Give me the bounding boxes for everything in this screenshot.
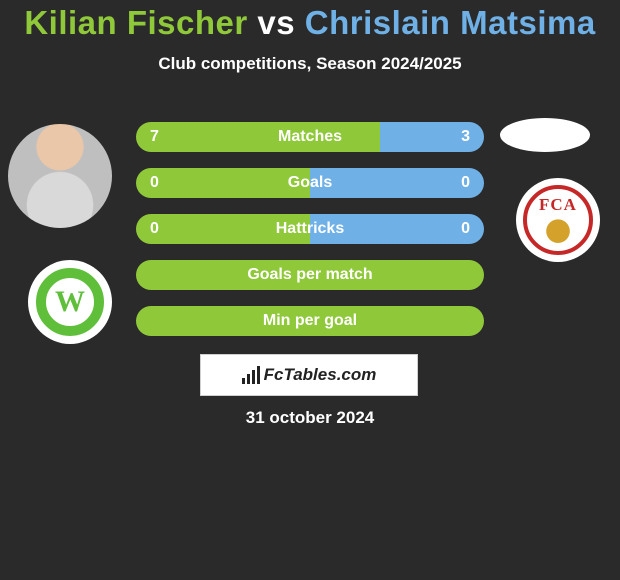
club-badge-right-text: FCA [527,195,589,215]
stat-label: Goals per match [247,266,372,284]
stat-fill-left [136,168,310,198]
subtitle: Club competitions, Season 2024/2025 [0,54,620,74]
fctables-watermark: FcTables.com [200,354,418,396]
club-badge-left: W [28,260,112,344]
stat-row: 7 3 Matches [136,122,484,152]
stat-value-left: 0 [150,168,159,198]
stat-row: Min per goal [136,306,484,336]
title-part: Kilian Fischer [24,4,247,41]
stats-container: 7 3 Matches 0 0 Goals 0 0 Hattricks Goals per mat… [136,122,484,352]
chart-icon [242,366,260,384]
stat-label: Matches [278,128,342,146]
stat-value-right: 0 [461,168,470,198]
stat-row: Goals per match [136,260,484,290]
stat-fill-left [136,122,380,152]
player-photo-right [500,118,590,152]
page-title: Kilian Fischer vs Chrislain Matsima [0,4,620,42]
fctables-text: FcTables.com [264,365,377,385]
player-photo-left [8,124,112,228]
title-part: Chrislain Matsima [305,4,596,41]
club-badge-right: FCA [516,178,600,262]
stat-value-right: 0 [461,214,470,244]
stat-label: Hattricks [276,220,344,238]
stat-value-right: 3 [461,122,470,152]
stat-fill-right [310,168,484,198]
date-text: 31 october 2024 [0,408,620,428]
title-part: vs [248,4,305,41]
stat-value-left: 7 [150,122,159,152]
stat-row: 0 0 Goals [136,168,484,198]
stat-label: Goals [288,174,332,192]
stat-label: Min per goal [263,312,357,330]
stat-value-left: 0 [150,214,159,244]
stat-row: 0 0 Hattricks [136,214,484,244]
